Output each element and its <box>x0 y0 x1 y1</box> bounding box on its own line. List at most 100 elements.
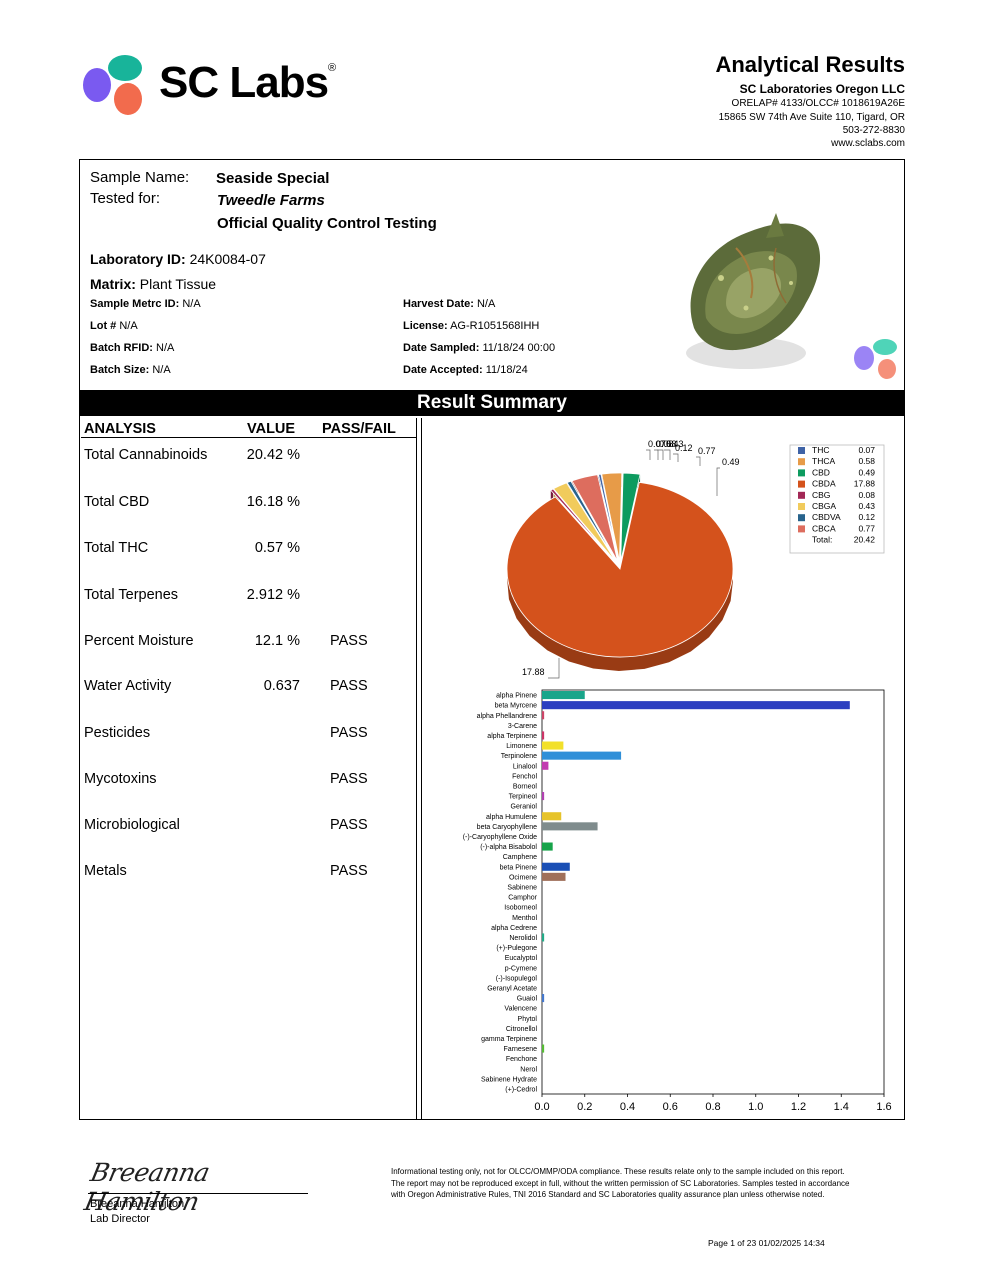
bar-farnesene <box>542 1044 545 1053</box>
bar-category-label: (-)-Caryophyllene Oxide <box>463 834 537 841</box>
legend-swatch <box>798 480 805 488</box>
metrc-row: Sample Metrc ID: N/A <box>90 298 201 310</box>
matrix-value: Plant Tissue <box>139 276 217 292</box>
lab-website[interactable]: www.sclabs.com <box>831 138 905 149</box>
pie-data-label: 0.58 <box>659 439 677 449</box>
lab-id-row: Laboratory ID: 24K0084-07 <box>90 251 266 267</box>
bar-category-label: Limonene <box>506 743 537 750</box>
signer-name: Breeanna Hamilton <box>90 1198 185 1210</box>
bar-linalool <box>542 761 549 770</box>
legend-swatch <box>798 469 805 477</box>
bar-category-label: alpha Terpinene <box>487 733 537 740</box>
x-tick-label: 1.4 <box>834 1101 849 1113</box>
row-analysis: Total Cannabinoids <box>84 447 208 463</box>
col-analysis: ANALYSIS <box>84 421 156 437</box>
legend-swatch <box>798 447 805 454</box>
bar-category-label: Borneol <box>513 783 538 790</box>
lab-id-label: Laboratory ID: <box>90 251 186 267</box>
batch-size-label: Batch Size: <box>90 364 150 376</box>
legend-label: THC <box>812 445 829 455</box>
col-pass-fail: PASS/FAIL <box>322 421 396 437</box>
signature: Breeanna Hamilton <box>82 1158 313 1216</box>
bar-category-label: Terpinolene <box>501 753 537 760</box>
column-divider <box>416 418 417 1120</box>
legend-value: 0.49 <box>858 467 875 477</box>
accepted-label: Date Accepted: <box>403 364 483 376</box>
bar-plot-frame <box>541 689 885 1095</box>
matrix-label: Matrix: <box>90 276 136 292</box>
rfid-row: Batch RFID: N/A <box>90 342 174 354</box>
legend-value: 0.12 <box>858 512 875 522</box>
sample-name-value: Seaside Special <box>216 170 330 187</box>
bar-alpha-terpinene <box>542 731 545 740</box>
sampled-value: 11/18/24 00:00 <box>482 342 556 354</box>
logo-mark-icon <box>83 55 142 115</box>
legend-swatch <box>798 525 805 533</box>
bar-category-label: beta Pinene <box>500 864 537 871</box>
bar-category-label: Ocimene <box>509 874 537 881</box>
row-analysis: Total THC <box>84 540 149 556</box>
harvest-label: Harvest Date: <box>403 298 474 310</box>
legend-label: CBDA <box>812 479 836 489</box>
pie-leader-line <box>696 456 701 466</box>
pie-data-label: 0.49 <box>722 457 740 467</box>
bar-beta-caryophyllene <box>542 822 598 831</box>
batch-size-value: N/A <box>152 364 171 376</box>
legend-frame <box>789 444 885 554</box>
bar-category-label: Camphene <box>503 854 537 861</box>
lot-label: Lot # <box>90 320 117 332</box>
pie-slice-cbdva <box>566 480 617 562</box>
bar-category-label: Geraniol <box>511 804 538 811</box>
testing-type: Official Quality Control Testing <box>217 215 437 232</box>
bar-category-label: alpha Humulene <box>486 814 537 821</box>
pie-leader-line <box>657 449 664 460</box>
matrix-row: Matrix: Plant Tissue <box>90 276 216 292</box>
pie-slice-cbg <box>550 488 616 563</box>
sample-photo <box>686 213 897 379</box>
bar--alpha-bisabolol <box>542 842 553 851</box>
bar-category-label: Phytol <box>518 1016 538 1023</box>
x-tick-label: 0.2 <box>577 1101 592 1113</box>
metrc-value: N/A <box>182 298 201 310</box>
harvest-row: Harvest Date: N/A <box>403 298 495 310</box>
metrc-label: Sample Metrc ID: <box>90 298 180 310</box>
bar-category-label: Nerolidol <box>509 935 537 942</box>
row-analysis: Water Activity <box>84 678 172 694</box>
rfid-label: Batch RFID: <box>90 342 153 354</box>
row-result: PASS <box>330 725 368 741</box>
row-analysis: Metals <box>84 863 127 879</box>
row-result: PASS <box>330 678 368 694</box>
x-tick-label: 0.8 <box>705 1101 720 1113</box>
bar-category-label: Fenchone <box>506 1056 537 1063</box>
pie-slice-cbca <box>571 474 619 562</box>
row-analysis: Total CBD <box>84 494 150 510</box>
bar-category-label: beta Myrcene <box>495 703 538 710</box>
brand-name: SC Labs <box>159 58 329 107</box>
pie-leader-line <box>548 658 560 679</box>
bar-alpha-pinene <box>542 691 585 700</box>
pie-leader-line <box>664 449 671 460</box>
row-analysis: Total Terpenes <box>84 587 179 603</box>
bar-category-label: Isoborneol <box>504 905 537 912</box>
lab-id-value: 24K0084-07 <box>189 251 266 267</box>
sampled-row: Date Sampled: 11/18/24 00:00 <box>403 342 555 354</box>
license-value: AG-R1051568IHH <box>450 320 540 332</box>
legend-label: CBG <box>812 490 830 500</box>
bar-category-label: p-Cymene <box>505 965 537 972</box>
bar-beta-myrcene <box>542 701 850 710</box>
row-result: PASS <box>330 633 368 649</box>
row-analysis: Pesticides <box>84 725 151 741</box>
table-header-rule <box>81 437 416 438</box>
legend-value: 0.08 <box>858 490 875 500</box>
brand-logo: SC Labs® <box>82 50 362 120</box>
bar-category-label: Citronellol <box>506 1026 538 1033</box>
legend-label: CBD <box>812 467 830 477</box>
pie-leader-line <box>673 453 679 462</box>
legend-total-label: Total: <box>812 535 832 545</box>
bar-category-label: alpha Phellandrene <box>477 713 537 720</box>
legend-value: 0.07 <box>858 445 875 455</box>
bar-terpinolene <box>542 751 622 760</box>
x-tick-label: 1.6 <box>876 1101 891 1113</box>
bar-category-label: (+)-Cedrol <box>505 1086 537 1093</box>
row-analysis: Mycotoxins <box>84 771 157 787</box>
